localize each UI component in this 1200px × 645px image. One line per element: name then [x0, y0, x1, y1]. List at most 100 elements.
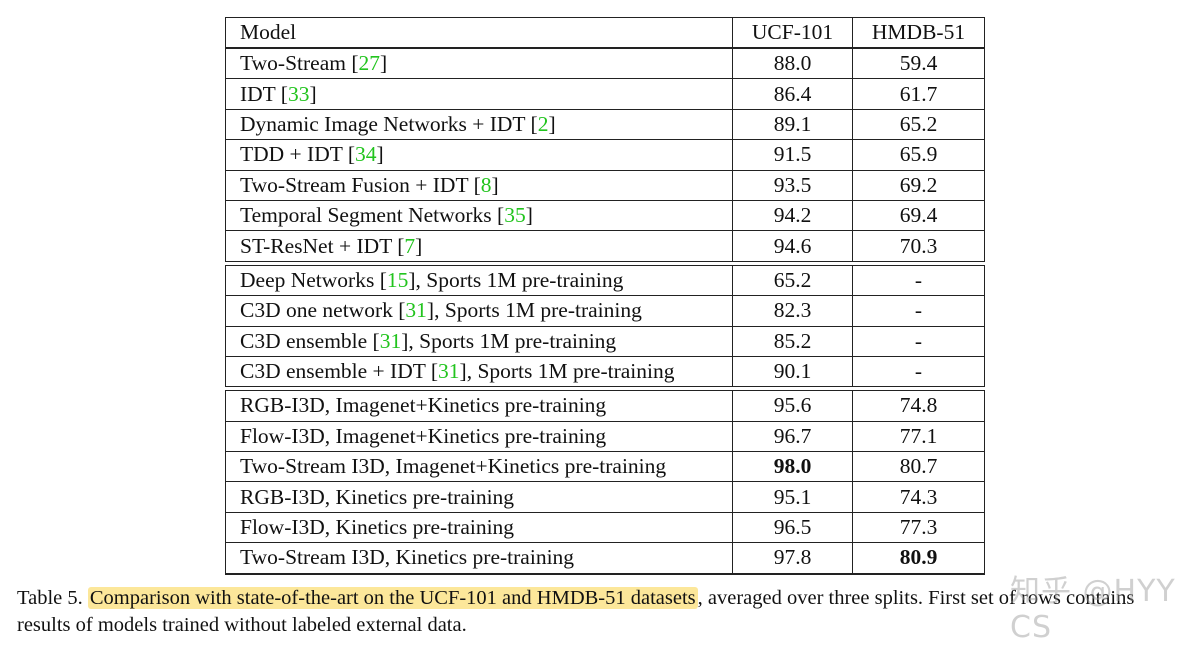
model-cell: Temporal Segment Networks [35] [226, 200, 733, 231]
model-name: RGB-I3D, Kinetics pre-training [240, 484, 515, 509]
model-name: C3D ensemble + IDT [ [240, 359, 439, 384]
table-row: Flow-I3D, Imagenet+Kinetics pre-training… [226, 421, 984, 453]
hmdb51-value: - [914, 298, 923, 323]
model-name: Two-Stream I3D, Kinetics pre-training [240, 545, 575, 570]
model-cell: C3D ensemble + IDT [31], Sports 1M pre-t… [226, 356, 733, 387]
model-cell: Flow-I3D, Imagenet+Kinetics pre-training [226, 421, 733, 452]
header-ucf101: UCF-101 [733, 18, 853, 47]
citation-link[interactable]: 2 [537, 111, 549, 136]
model-cell: Deep Networks [15], Sports 1M pre-traini… [226, 265, 733, 296]
table-row: Two-Stream I3D, Imagenet+Kinetics pre-tr… [226, 452, 984, 483]
citation-link[interactable]: 7 [404, 233, 416, 258]
ucf101-value: 90.1 [733, 356, 853, 387]
table-row: Flow-I3D, Kinetics pre-training 96.5 77.3 [226, 512, 984, 544]
hmdb51-value: 69.2 [899, 172, 938, 197]
citation-link[interactable]: 33 [287, 81, 310, 106]
model-cell: Two-Stream I3D, Imagenet+Kinetics pre-tr… [226, 452, 733, 482]
ucf101-value: 88.0 [733, 49, 853, 79]
hmdb51-value: 70.3 [899, 233, 938, 258]
ucf101-value: 96.5 [733, 512, 853, 543]
citation-link[interactable]: 15 [386, 267, 409, 292]
table-row: C3D one network [31], Sports 1M pre-trai… [226, 296, 984, 327]
citation-link[interactable]: 8 [480, 172, 492, 197]
table-row: TDD + IDT [34] 91.5 65.9 [226, 140, 984, 171]
hmdb51-value: 65.2 [899, 111, 938, 136]
model-name-suffix: ] [415, 233, 423, 258]
hmdb51-value: 61.7 [899, 81, 938, 106]
model-name: Two-Stream I3D, Imagenet+Kinetics pre-tr… [240, 454, 667, 479]
ucf101-value: 85.2 [733, 326, 853, 356]
model-name: Deep Networks [ [240, 267, 387, 292]
model-name-suffix: ] [525, 203, 533, 228]
hmdb51-value: 74.3 [899, 484, 938, 509]
hmdb51-value: - [914, 267, 923, 292]
model-cell: Dynamic Image Networks + IDT [2] [226, 109, 733, 140]
table-header: Model UCF-101 HMDB-51 [225, 17, 985, 48]
model-name: C3D ensemble [ [240, 328, 380, 353]
row-group-2: Deep Networks [15], Sports 1M pre-traini… [225, 264, 985, 388]
ucf101-value: 82.3 [733, 296, 853, 326]
model-name: Flow-I3D, Kinetics pre-training [240, 515, 515, 540]
citation-link[interactable]: 27 [358, 51, 381, 76]
model-cell: C3D ensemble [31], Sports 1M pre-trainin… [226, 326, 733, 356]
citation-link[interactable]: 31 [379, 328, 402, 353]
model-cell: Two-Stream [27] [226, 49, 733, 79]
ucf101-value: 96.7 [733, 421, 853, 452]
ucf101-value: 97.8 [733, 543, 853, 573]
hmdb51-value: 65.9 [899, 142, 938, 167]
caption-label: Table 5. [17, 587, 83, 609]
hmdb51-value: 59.4 [899, 51, 938, 76]
model-name-suffix: ] [491, 172, 499, 197]
model-cell: TDD + IDT [34] [226, 140, 733, 170]
ucf101-value: 89.1 [733, 109, 853, 140]
model-name: C3D one network [ [240, 298, 406, 323]
table-row: RGB-I3D, Kinetics pre-training 95.1 74.3 [226, 482, 984, 513]
citation-link[interactable]: 34 [355, 142, 377, 167]
model-cell: Two-Stream I3D, Kinetics pre-training [226, 543, 733, 573]
hmdb51-value: 74.8 [899, 393, 938, 418]
hmdb51-value: - [914, 359, 923, 384]
hmdb51-value: 77.1 [899, 423, 938, 448]
table-row: C3D ensemble + IDT [31], Sports 1M pre-t… [226, 356, 984, 388]
model-cell: C3D one network [31], Sports 1M pre-trai… [226, 296, 733, 326]
table-caption: Table 5. Comparison with state-of-the-ar… [17, 585, 1197, 639]
model-name-suffix: ] [380, 51, 388, 76]
model-name-suffix: ], Sports 1M pre-training [426, 298, 642, 323]
comparison-table: Model UCF-101 HMDB-51 Two-Stream [27] 88.… [225, 17, 985, 575]
model-cell: RGB-I3D, Kinetics pre-training [226, 482, 733, 512]
model-name-suffix: ] [548, 111, 556, 136]
citation-link[interactable]: 31 [438, 359, 460, 384]
caption-text-line1: , averaged over three splits. First set … [697, 587, 1135, 609]
model-cell: RGB-I3D, Imagenet+Kinetics pre-training [226, 391, 733, 421]
model-name-suffix: ], Sports 1M pre-training [408, 267, 624, 292]
model-name: Two-Stream [ [240, 51, 359, 76]
ucf101-value: 65.2 [733, 265, 853, 296]
table-row: ST-ResNet + IDT [7] 94.6 70.3 [226, 231, 984, 262]
row-group-1: Two-Stream [27] 88.0 59.4 IDT [33] 86.4 61.7 D… [225, 48, 985, 262]
watermark: 知乎 @HYY CS [1010, 574, 1176, 645]
header-row: Model UCF-101 HMDB-51 [226, 18, 984, 48]
model-cell: IDT [33] [226, 79, 733, 109]
citation-link[interactable]: 31 [405, 298, 427, 323]
ucf101-value: 98.0 [733, 452, 853, 482]
model-name-suffix: ], Sports 1M pre-training [401, 328, 617, 353]
table-row: Two-Stream [27] 88.0 59.4 [226, 49, 984, 80]
model-name: ST-ResNet + IDT [ [240, 233, 405, 258]
table-row: Dynamic Image Networks + IDT [2] 89.1 65.2 [226, 109, 984, 141]
table-row: C3D ensemble [31], Sports 1M pre-trainin… [226, 326, 984, 357]
hmdb51-value: 80.7 [899, 454, 938, 479]
model-name-suffix: ] [309, 81, 317, 106]
model-name-suffix: ], Sports 1M pre-training [459, 359, 675, 384]
hmdb51-value: 69.4 [899, 203, 938, 228]
table-row: Two-Stream I3D, Kinetics pre-training 97.… [226, 543, 984, 574]
ucf101-value: 95.1 [733, 482, 853, 512]
model-name: Temporal Segment Networks [ [240, 203, 505, 228]
ucf101-value: 94.6 [733, 231, 853, 261]
table-row: Deep Networks [15], Sports 1M pre-traini… [226, 265, 984, 297]
model-name: TDD + IDT [ [240, 142, 356, 167]
ucf101-value: 91.5 [733, 140, 853, 170]
header-hmdb51: HMDB-51 [871, 20, 966, 44]
ucf101-value: 95.6 [733, 391, 853, 421]
model-name: Two-Stream Fusion + IDT [ [240, 172, 481, 197]
citation-link[interactable]: 35 [504, 203, 526, 228]
